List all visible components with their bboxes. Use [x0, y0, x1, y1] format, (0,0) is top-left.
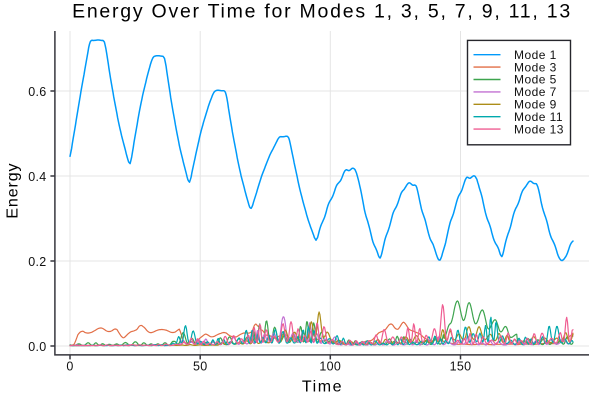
- svg-text:0.6: 0.6: [28, 85, 46, 99]
- svg-text:50: 50: [193, 360, 208, 374]
- svg-text:0.4: 0.4: [28, 170, 46, 184]
- svg-text:Mode 5: Mode 5: [514, 73, 557, 87]
- svg-text:Energy Over Time for Modes 1,: Energy Over Time for Modes 1, 3, 5, 7, 9…: [72, 1, 572, 23]
- svg-text:Mode 11: Mode 11: [514, 110, 563, 124]
- svg-text:Time: Time: [302, 379, 343, 396]
- svg-text:Mode 7: Mode 7: [514, 85, 557, 99]
- svg-text:Mode 1: Mode 1: [514, 48, 557, 62]
- svg-text:Mode 3: Mode 3: [514, 60, 557, 74]
- svg-text:Mode 13: Mode 13: [514, 122, 564, 136]
- svg-text:150: 150: [450, 360, 472, 374]
- svg-text:Mode 9: Mode 9: [514, 98, 557, 112]
- svg-text:0.0: 0.0: [28, 340, 46, 354]
- svg-text:Energy: Energy: [5, 163, 22, 219]
- svg-text:100: 100: [319, 360, 341, 374]
- svg-text:0: 0: [66, 360, 73, 374]
- svg-text:0.2: 0.2: [28, 255, 46, 269]
